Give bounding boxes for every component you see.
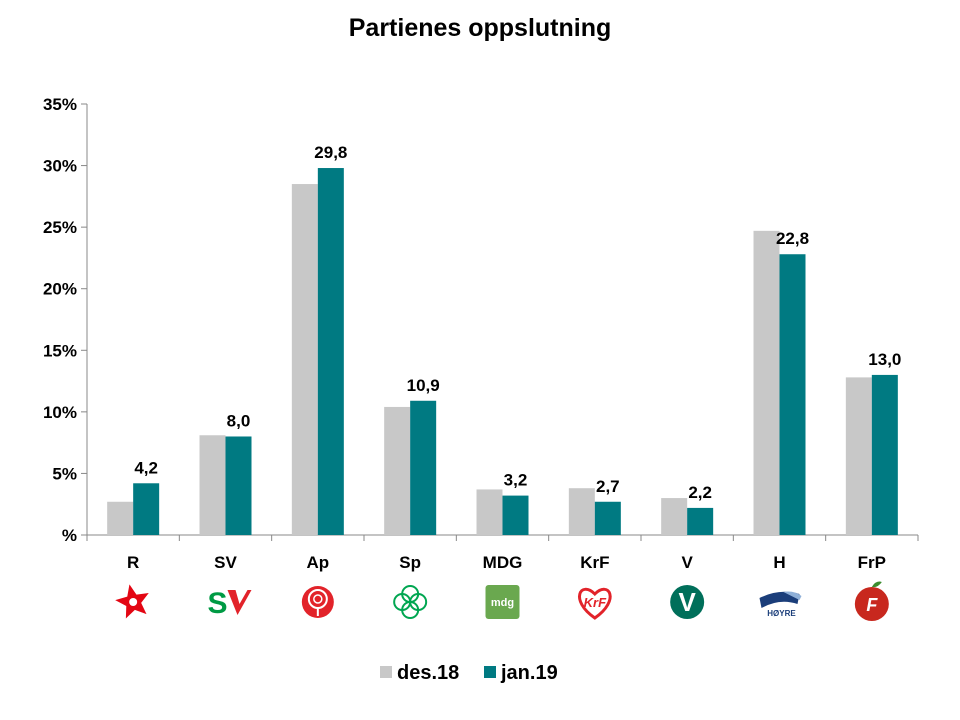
hoyre-text: HØYRE bbox=[767, 609, 796, 618]
bar-des-18 bbox=[291, 184, 318, 536]
bar-jan-19 bbox=[225, 436, 252, 535]
y-tick-label: 10% bbox=[43, 403, 77, 422]
legend: des.18 jan.19 bbox=[380, 662, 558, 684]
data-labels: 4,2 8,0 29,8 10,9 3,2 2,7 2,2 22,8 13,0 bbox=[134, 143, 901, 502]
mdg-square bbox=[485, 585, 520, 619]
bar-des-18 bbox=[107, 501, 134, 535]
x-category-label: V bbox=[681, 553, 693, 572]
v-circle bbox=[670, 585, 705, 619]
y-tick-label: 5% bbox=[52, 464, 77, 483]
bar-des-18 bbox=[753, 230, 780, 535]
bar-jan-19 bbox=[871, 374, 898, 535]
legend-item: jan.19 bbox=[484, 662, 558, 684]
bar-des-18 bbox=[568, 488, 595, 535]
sv-logo-icon: S bbox=[207, 587, 252, 620]
data-label: 13,0 bbox=[868, 350, 901, 369]
star-center bbox=[129, 598, 138, 606]
hoyre-wave-light bbox=[783, 591, 802, 600]
frp-letter: F bbox=[866, 595, 878, 615]
data-label: 10,9 bbox=[407, 376, 440, 395]
data-label: 4,2 bbox=[134, 458, 158, 477]
axes: % 5% 10% 15% 20% 25% 30% 35% R SV Ap Sp MDG KrF V H FrP bbox=[43, 95, 919, 572]
green-clover-icon bbox=[393, 585, 428, 619]
y-tick-label: 15% bbox=[43, 341, 77, 360]
krf-heart-icon: KrF bbox=[578, 587, 612, 620]
v-logo-icon: V bbox=[670, 585, 705, 619]
bar-des-18 bbox=[845, 377, 872, 535]
data-label: 29,8 bbox=[314, 143, 347, 162]
frp-leaf bbox=[871, 581, 882, 588]
v-letter: V bbox=[678, 587, 696, 617]
x-category-label: H bbox=[773, 553, 785, 572]
bars bbox=[107, 168, 898, 536]
bar-jan-19 bbox=[687, 507, 714, 535]
legend-label: jan.19 bbox=[500, 662, 558, 684]
legend-swatch bbox=[484, 666, 496, 678]
data-label: 2,2 bbox=[688, 483, 712, 502]
bar-des-18 bbox=[199, 435, 226, 535]
y-tick-label: % bbox=[62, 526, 77, 545]
hoyre-logo-icon: HØYRE bbox=[759, 591, 802, 618]
data-label: 2,7 bbox=[596, 477, 620, 496]
bar-jan-19 bbox=[317, 168, 344, 535]
y-tick-label: 25% bbox=[43, 218, 77, 237]
bar-des-18 bbox=[661, 498, 688, 535]
legend-item: des.18 bbox=[380, 662, 459, 684]
x-category-label: Ap bbox=[306, 553, 329, 572]
bar-des-18 bbox=[476, 489, 503, 535]
bar-jan-19 bbox=[594, 501, 621, 535]
data-label: 8,0 bbox=[227, 411, 251, 430]
y-tick-label: 30% bbox=[43, 157, 77, 176]
hoyre-wave bbox=[759, 591, 800, 608]
mdg-text: mdg bbox=[491, 597, 514, 609]
x-category-label: R bbox=[127, 553, 139, 572]
rose-center bbox=[313, 594, 323, 604]
y-tick-label: 35% bbox=[43, 95, 77, 114]
sv-check-mark bbox=[227, 590, 252, 615]
bar-jan-19 bbox=[779, 254, 806, 535]
y-tick-label: 20% bbox=[43, 280, 77, 299]
red-star-icon bbox=[115, 584, 149, 619]
bar-jan-19 bbox=[502, 495, 529, 535]
x-category-label: FrP bbox=[858, 553, 886, 572]
frp-apple bbox=[854, 587, 889, 621]
krf-text: KrF bbox=[584, 595, 607, 610]
sv-letter-s: S bbox=[207, 587, 227, 620]
mdg-logo-icon: mdg bbox=[485, 585, 520, 619]
bar-jan-19 bbox=[133, 483, 160, 535]
frp-apple-icon: F bbox=[854, 581, 889, 621]
bar-jan-19 bbox=[410, 400, 437, 535]
x-category-label: KrF bbox=[580, 553, 609, 572]
bar-des-18 bbox=[384, 406, 411, 535]
x-category-label: MDG bbox=[483, 553, 523, 572]
x-category-label: SV bbox=[214, 553, 237, 572]
krf-heart bbox=[578, 587, 612, 620]
chart-title: Partienes oppslutning bbox=[349, 14, 612, 42]
data-label: 3,2 bbox=[504, 471, 528, 490]
clover-leaf bbox=[393, 593, 412, 611]
x-category-label: Sp bbox=[399, 553, 421, 572]
data-label: 22,8 bbox=[776, 229, 809, 248]
red-rose-icon bbox=[301, 586, 334, 618]
legend-label: des.18 bbox=[397, 662, 459, 684]
legend-swatch bbox=[380, 666, 392, 678]
